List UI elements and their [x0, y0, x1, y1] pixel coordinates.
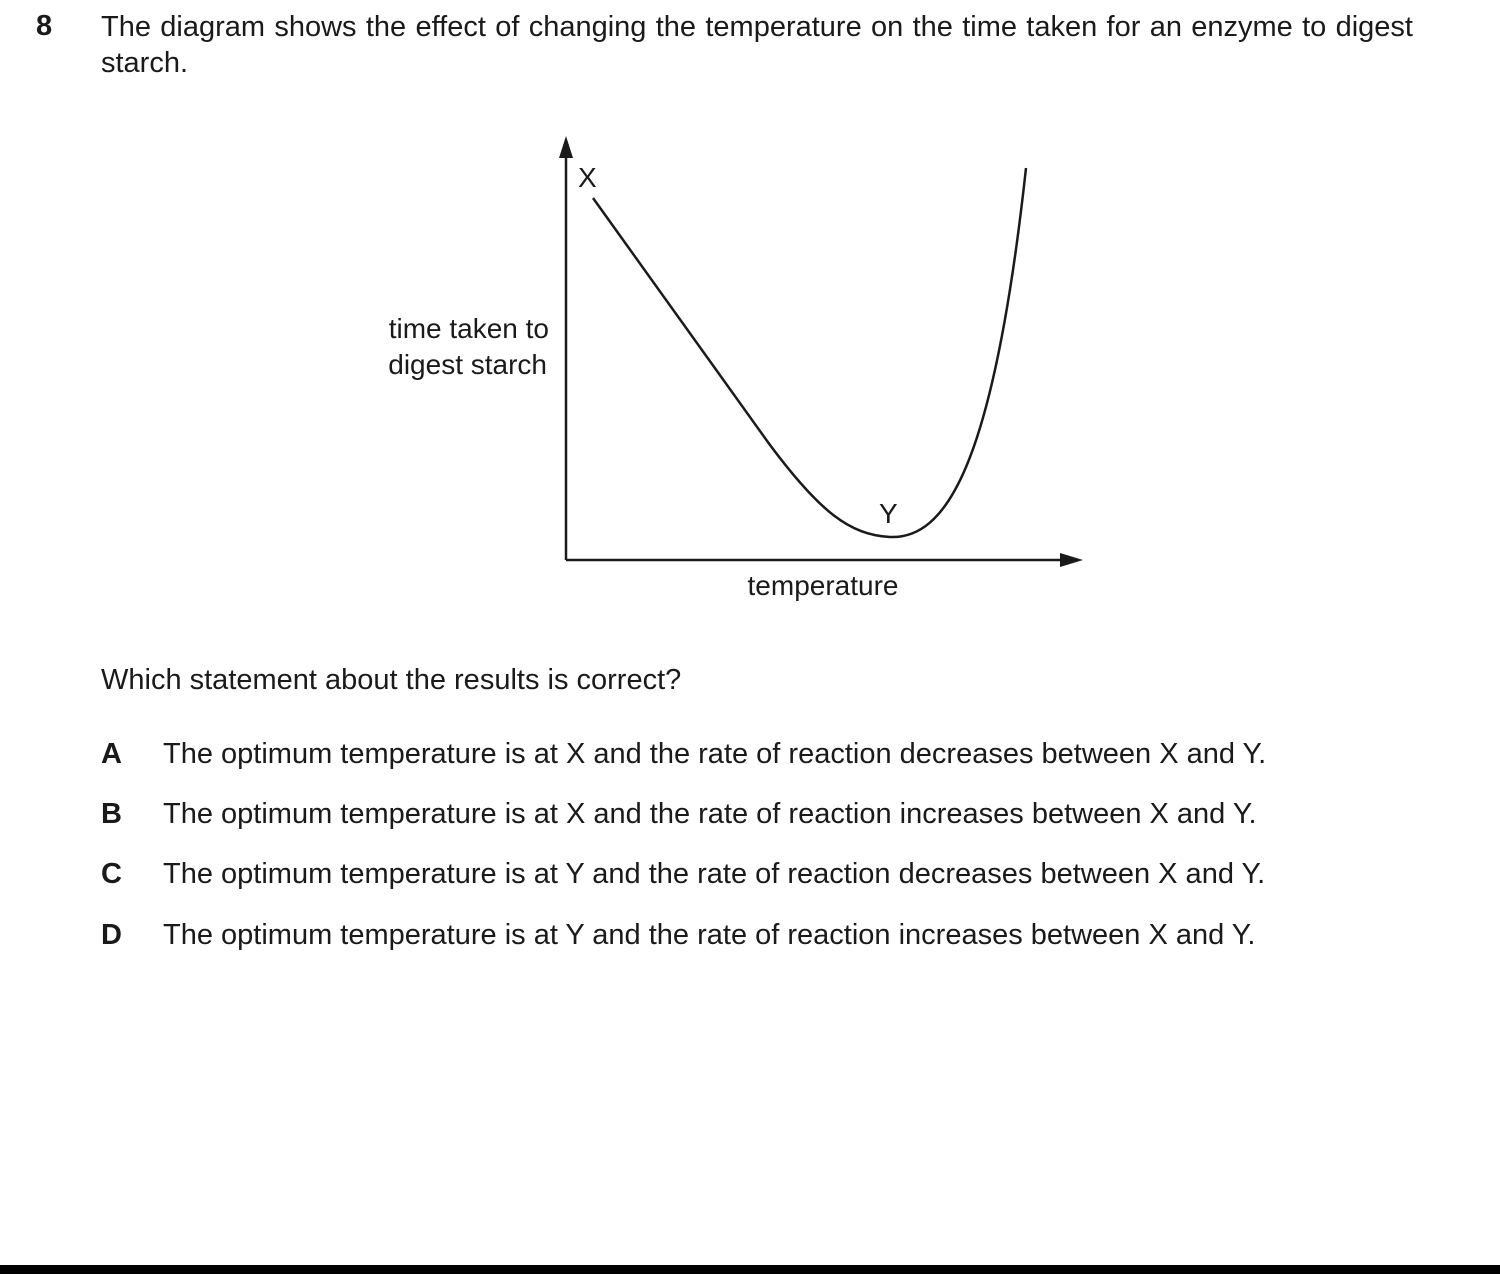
x-axis-label: temperature — [748, 570, 899, 601]
footer-bar — [0, 1265, 1500, 1274]
question-stem: The diagram shows the effect of changing… — [101, 11, 1413, 79]
option-b: B The optimum temperature is at X and the… — [101, 798, 1257, 831]
option-d: D The optimum temperature is at Y and the… — [101, 919, 1255, 952]
option-letter: B — [101, 798, 122, 830]
option-text: The optimum temperature is at Y and the … — [163, 858, 1266, 890]
option-letter: C — [101, 858, 122, 890]
y-axis-arrowhead — [559, 136, 573, 158]
point-y-label: Y — [879, 498, 898, 529]
x-axis-arrowhead — [1060, 553, 1083, 567]
enzyme-graph: X Y time taken to digest starch temperat… — [388, 136, 1083, 601]
option-c: C The optimum temperature is at Y and the… — [101, 858, 1265, 891]
point-x-label: X — [578, 162, 597, 193]
question-prompt: Which statement about the results is cor… — [101, 664, 682, 696]
option-text: The optimum temperature is at X and the … — [163, 738, 1267, 770]
option-a: A The optimum temperature is at X and the… — [101, 738, 1266, 771]
y-axis-label-line2: digest starch — [388, 349, 547, 380]
curve — [591, 167, 1028, 539]
question-number: 8 — [36, 10, 53, 42]
option-text: The optimum temperature is at X and the … — [163, 798, 1257, 830]
y-axis-label-line1: time taken to — [389, 313, 549, 344]
option-text: The optimum temperature is at Y and the … — [163, 919, 1256, 951]
option-letter: D — [101, 919, 122, 951]
option-letter: A — [101, 738, 122, 770]
